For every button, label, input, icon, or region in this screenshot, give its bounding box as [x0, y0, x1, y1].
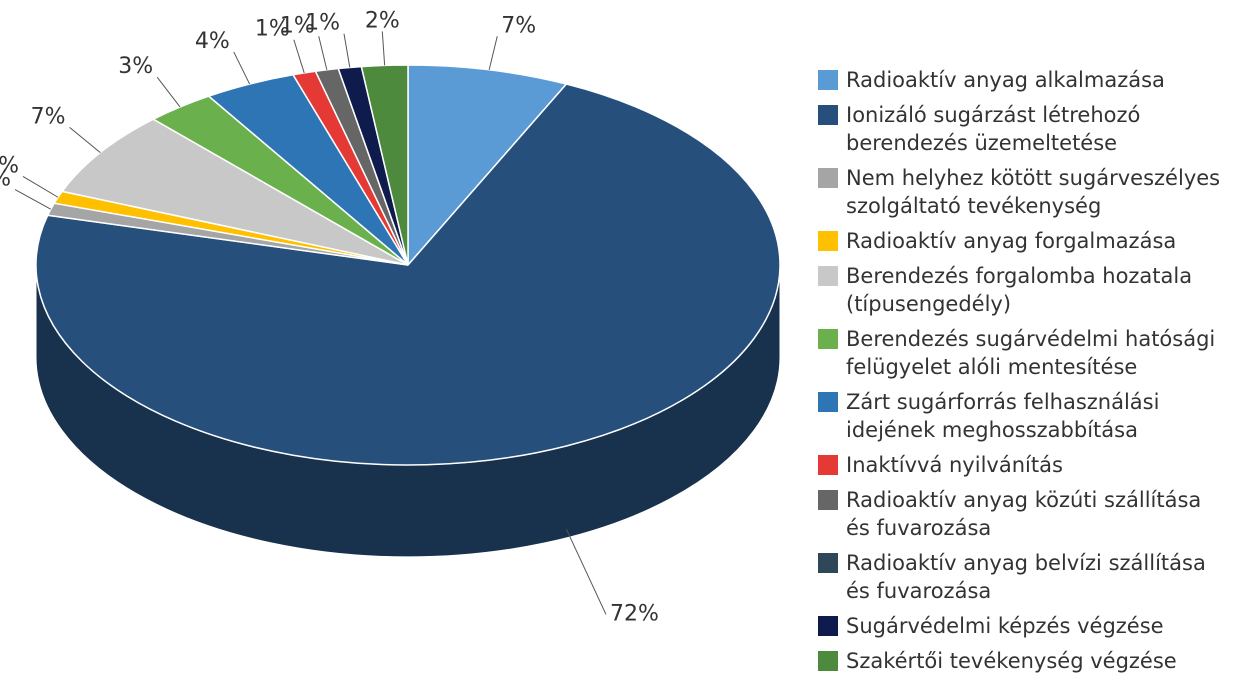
legend: Radioaktív anyag alkalmazása Ionizáló sug…	[818, 66, 1230, 682]
slice	[35, 83, 781, 466]
legend-swatch	[818, 70, 838, 90]
legend-label: Radioaktív anyag belvízi szállítása és f…	[846, 551, 1206, 603]
leader-line	[69, 126, 101, 153]
data-label: 7%	[31, 104, 66, 129]
legend-item: Berendezés forgalomba hozatala (típuseng…	[818, 262, 1230, 318]
data-label: 1%	[280, 13, 315, 38]
legend-swatch	[818, 168, 838, 188]
legend-label: Radioaktív anyag forgalmazása	[846, 229, 1177, 253]
legend-item: Zárt sugárforrás felhasználási idejének …	[818, 388, 1230, 444]
leader-line	[233, 51, 251, 85]
data-label: 2%	[365, 8, 400, 33]
legend-swatch	[818, 392, 838, 412]
legend-swatch	[818, 455, 838, 475]
legend-item: Inaktívvá nyilvánítás	[818, 451, 1230, 479]
legend-label: Zárt sugárforrás felhasználási idejének …	[846, 390, 1160, 442]
leader-line	[565, 528, 607, 615]
legend-label: Berendezés sugárvédelmi hatósági felügye…	[846, 327, 1216, 379]
legend-swatch	[818, 329, 838, 349]
legend-swatch	[818, 490, 838, 510]
data-label: 7%	[501, 13, 536, 38]
data-label: 1%	[305, 11, 340, 36]
legend-swatch	[818, 231, 838, 251]
legend-label: Berendezés forgalomba hozatala (típuseng…	[846, 264, 1193, 316]
slice	[407, 64, 568, 267]
legend-item: Nem helyhez kötött sugárveszélyes szolgá…	[818, 164, 1230, 220]
legend-item: Radioaktív anyag belvízi szállítása és f…	[818, 549, 1230, 605]
slice	[60, 118, 409, 266]
legend-item: Szakértői tevékenység végzése	[818, 647, 1230, 675]
leader-line	[156, 76, 181, 108]
legend-swatch	[818, 266, 838, 286]
leader-line	[343, 33, 351, 68]
legend-item: Radioaktív anyag közúti szállítása és fu…	[818, 486, 1230, 542]
leader-line	[488, 36, 498, 70]
data-label: 1%	[0, 153, 19, 178]
data-label: 1%	[255, 17, 290, 42]
legend-label: Radioaktív anyag közúti szállítása és fu…	[846, 488, 1202, 540]
data-label: 3%	[118, 54, 153, 79]
leader-line	[14, 189, 52, 210]
legend-item: Berendezés sugárvédelmi hatósági felügye…	[818, 325, 1230, 381]
leader-line	[293, 39, 305, 74]
legend-item: Ionizáló sugárzást létrehozó berendezés …	[818, 101, 1230, 157]
legend-label: Ionizáló sugárzást létrehozó berendezés …	[846, 103, 1141, 155]
legend-label: Inaktívvá nyilvánítás	[846, 453, 1063, 477]
data-label: 72%	[610, 601, 659, 626]
legend-swatch	[818, 616, 838, 636]
legend-label: Szakértői tevékenység végzése	[846, 649, 1177, 673]
chart: 7%72%1%1%7%3%4%1%1%1%2%	[0, 8, 781, 626]
data-label: 1%	[0, 167, 11, 192]
legend-swatch	[818, 105, 838, 125]
legend-label: Nem helyhez kötött sugárveszélyes szolgá…	[846, 166, 1221, 218]
legend-item: Radioaktív anyag forgalmazása	[818, 227, 1230, 255]
legend-label: Radioaktív anyag alkalmazása	[846, 68, 1165, 92]
data-label: 4%	[195, 29, 230, 54]
leader-line	[318, 36, 328, 70]
slice	[360, 64, 409, 266]
legend-label: Sugárvédelmi képzés végzése	[846, 614, 1164, 638]
legend-swatch	[818, 553, 838, 573]
leader-line	[381, 31, 386, 66]
legend-item: Sugárvédelmi képzés végzése	[818, 612, 1230, 640]
legend-swatch	[818, 651, 838, 671]
legend-item: Radioaktív anyag alkalmazása	[818, 66, 1230, 94]
leader-line	[22, 176, 59, 198]
